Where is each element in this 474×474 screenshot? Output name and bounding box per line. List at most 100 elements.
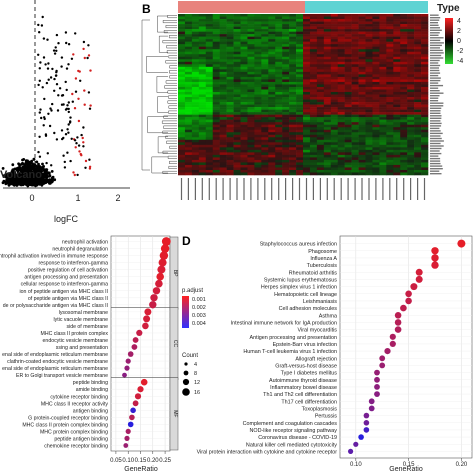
heatmap-cell	[303, 104, 311, 108]
heatmap-cell	[330, 119, 339, 123]
heatmap-cell	[191, 157, 200, 161]
heatmap-cell	[240, 19, 248, 22]
heatmap-cell	[316, 159, 325, 163]
volcano-point	[76, 173, 79, 177]
heatmap-cell	[337, 122, 345, 125]
heatmap-cell	[184, 29, 193, 32]
heatmap-cell	[184, 76, 193, 80]
heatmap-cell	[275, 66, 283, 70]
heatmap-cell	[358, 76, 366, 80]
heatmap-cell	[379, 142, 387, 146]
heatmap-cell	[247, 19, 255, 22]
heatmap-cell	[268, 172, 276, 176]
go-term-label: MHC class II protein complex	[41, 331, 109, 337]
heatmap-cell	[421, 24, 429, 27]
heatmap-cell	[393, 89, 401, 93]
heatmap-cell	[275, 114, 283, 118]
heatmap-cell	[191, 89, 200, 93]
heatmap-cell	[372, 142, 380, 146]
heatmap-cell	[261, 102, 269, 105]
heatmap-cell	[337, 169, 345, 173]
heatmap-cell	[303, 147, 311, 151]
heatmap-cell	[316, 117, 325, 120]
heatmap-cell	[198, 114, 207, 118]
heatmap-column-label	[410, 178, 412, 200]
heatmap-cell	[261, 41, 269, 45]
heatmap-cell	[240, 86, 248, 90]
heatmap-cell	[275, 102, 283, 105]
heatmap-cell	[414, 144, 422, 148]
heatmap-cell	[372, 89, 380, 93]
heatmap-cell	[303, 157, 311, 161]
heatmap-cell	[421, 124, 429, 128]
heatmap-cell	[365, 152, 373, 156]
volcano-point	[75, 142, 78, 145]
heatmap-cell	[178, 79, 186, 83]
heatmap-cell	[240, 49, 248, 53]
heatmap-cell	[365, 119, 373, 123]
go-dot	[157, 265, 166, 274]
heatmap-cell	[365, 14, 373, 17]
heatmap-cell	[323, 51, 332, 55]
heatmap-cell	[330, 132, 339, 136]
heatmap-cell	[275, 149, 283, 153]
volcano-tick-0: 0	[29, 193, 34, 203]
heatmap-cell	[330, 152, 339, 156]
heatmap-cell	[309, 144, 318, 148]
volcano-point	[46, 152, 49, 155]
heatmap-cell	[212, 112, 220, 115]
heatmap-cell	[372, 24, 380, 27]
heatmap-cell	[226, 66, 234, 70]
kegg-term-label: Intestinal immune network for IgA produc…	[231, 320, 337, 326]
heatmap-cell	[254, 64, 262, 68]
heatmap-cell	[358, 127, 366, 131]
heatmap-cell	[337, 74, 345, 78]
heatmap-cell	[275, 49, 283, 53]
heatmap-cell	[268, 41, 276, 45]
heatmap-cell	[372, 129, 380, 133]
heatmap-cell	[205, 89, 214, 93]
heatmap-cell	[414, 114, 422, 118]
heatmap-cell	[254, 71, 262, 75]
heatmap-cell	[421, 157, 429, 161]
heatmap-cell	[240, 137, 248, 141]
heatmap-cell	[240, 44, 248, 48]
heatmap-cell	[414, 119, 422, 123]
go-term-label: cytokine receptor binding	[50, 394, 108, 400]
heatmap-cell	[198, 129, 207, 133]
heatmap-cell	[386, 102, 394, 105]
heatmap-cell	[372, 94, 380, 98]
heatmap-cell	[184, 172, 193, 176]
volcano-point	[41, 15, 44, 19]
heatmap-cell	[198, 59, 207, 63]
count-tick-2: 12	[194, 380, 200, 386]
heatmap-cell	[379, 104, 387, 108]
heatmap-cell	[282, 94, 290, 98]
heatmap-cell	[282, 61, 290, 65]
heatmap-cell	[365, 16, 373, 20]
heatmap-cell	[261, 21, 269, 25]
heatmap-cell	[393, 79, 401, 83]
heatmap-cell	[414, 19, 422, 22]
heatmap-cell	[226, 109, 234, 113]
heatmap-cell	[268, 99, 276, 103]
heatmap-cell	[421, 21, 429, 25]
heatmap-cell	[247, 84, 255, 88]
heatmap-cell	[212, 99, 220, 103]
heatmap-cell	[330, 19, 339, 22]
heatmap-cell	[309, 94, 318, 98]
volcano-point-up	[73, 107, 77, 110]
heatmap-cell	[421, 104, 429, 108]
heatmap-cell	[386, 167, 394, 171]
go-dots	[122, 237, 171, 448]
heatmap-cell	[219, 34, 227, 37]
heatmap-cell	[261, 36, 269, 40]
heatmap-cell	[414, 51, 422, 55]
volcano-point	[1, 167, 5, 170]
heatmap-cell	[233, 44, 241, 48]
heatmap-cell	[296, 172, 304, 176]
heatmap-cell	[351, 71, 359, 75]
heatmap-cell	[386, 56, 394, 60]
dendrogram-branch	[165, 80, 177, 84]
go-term-label: response to interferon-gamma	[39, 261, 109, 267]
